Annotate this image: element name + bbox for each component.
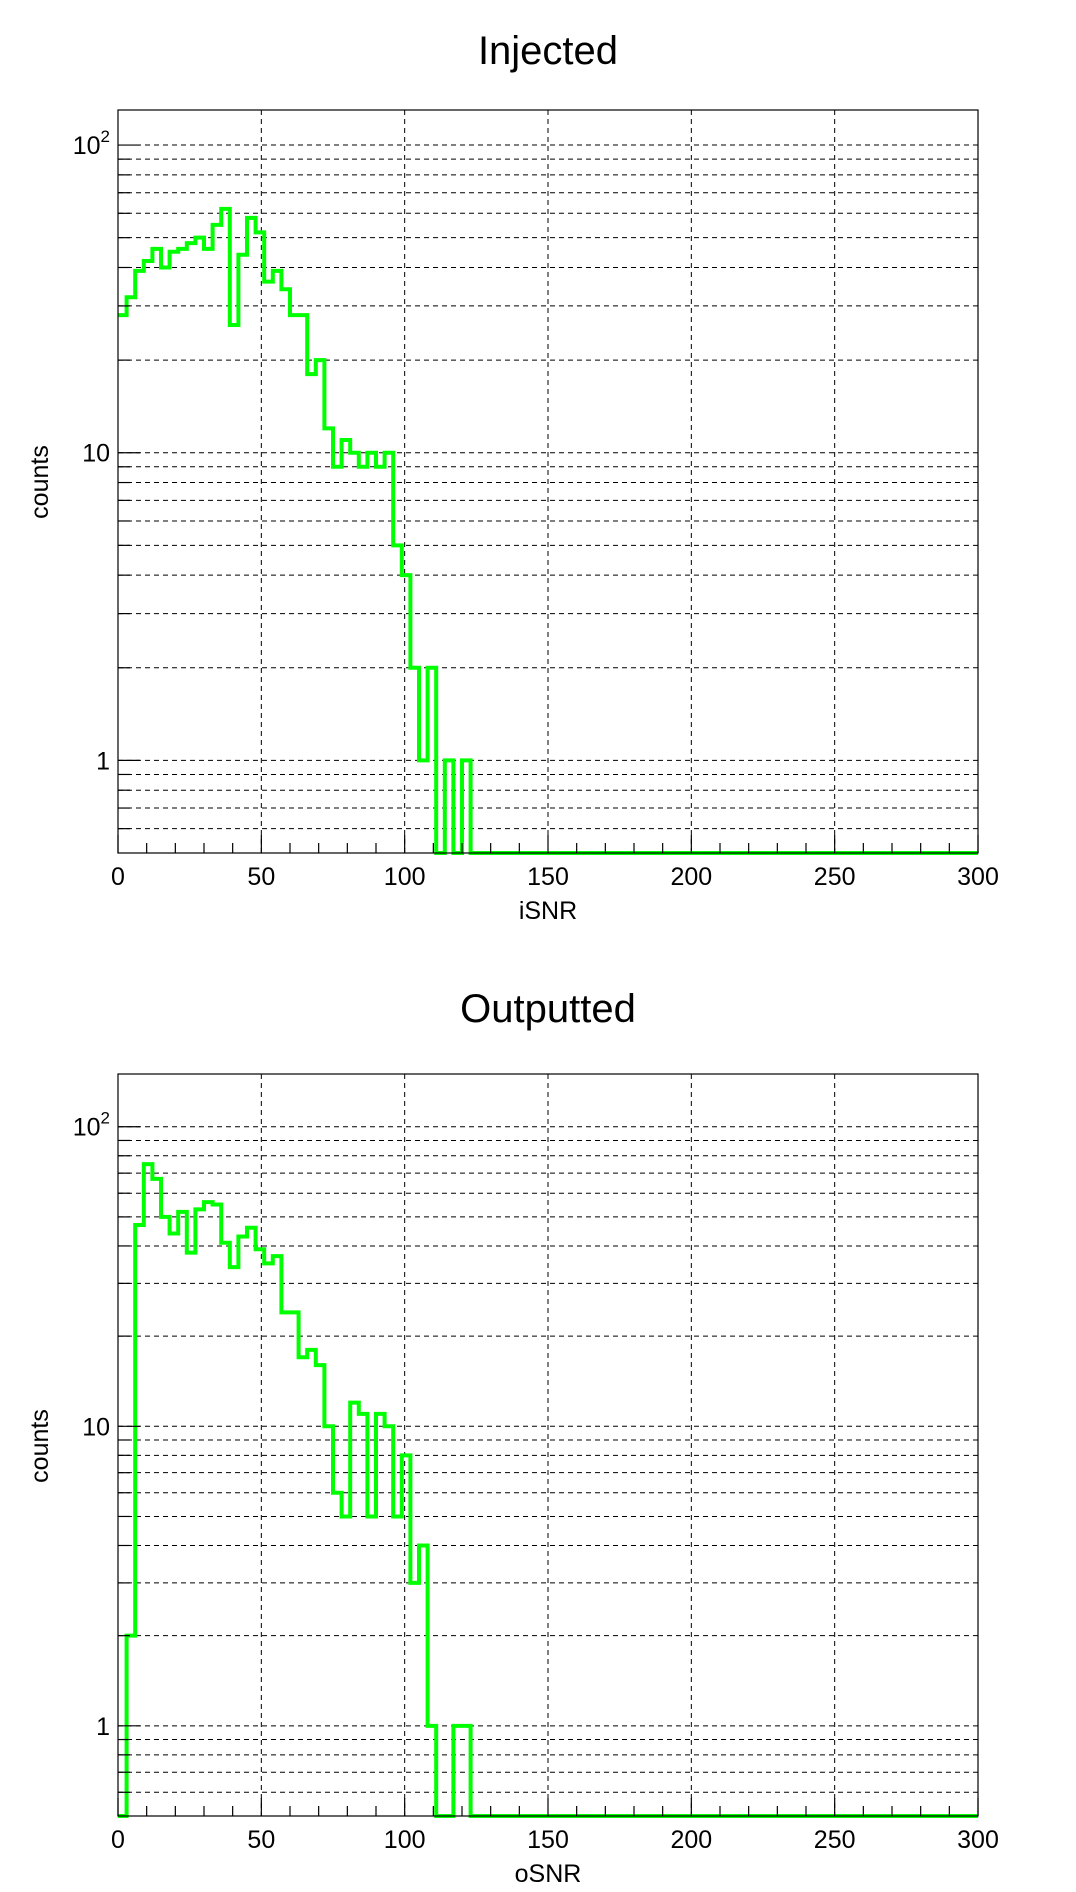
x-tick-label: 100	[384, 1826, 426, 1854]
y-tick-label: 10	[82, 440, 110, 468]
histogram-series	[118, 1162, 978, 1818]
histogram-series	[118, 206, 978, 855]
x-tick-label: 300	[957, 863, 999, 891]
x-axis-label: oSNR	[515, 1860, 582, 1888]
y-tick-label: 102	[73, 127, 110, 160]
tick-labels: 0 50 100 150 200 250 300 1 10 102	[73, 127, 999, 891]
y-tick-label: 10	[82, 1413, 110, 1441]
y-axis-label: counts	[26, 1409, 54, 1483]
x-tick-label: 250	[814, 1826, 856, 1854]
axis-ticks	[117, 144, 979, 853]
y-tick-label: 1	[96, 1713, 110, 1741]
x-tick-label: 50	[247, 1826, 275, 1854]
x-tick-label: 0	[111, 863, 125, 891]
x-tick-label: 200	[670, 1826, 712, 1854]
grid	[118, 1074, 978, 1816]
grid	[118, 110, 978, 853]
injected-chart: Injected 0 50 100 150 200 250 300 1 10 102 iSNR c…	[26, 29, 999, 925]
tick-labels: 0 50 100 150 200 250 300 1 10 102	[73, 1109, 999, 1854]
x-tick-label: 300	[957, 1826, 999, 1854]
chart-title: Injected	[478, 29, 618, 73]
x-tick-label: 250	[814, 863, 856, 891]
x-axis-label: iSNR	[519, 897, 577, 925]
x-tick-label: 0	[111, 1826, 125, 1854]
y-tick-label: 1	[96, 747, 110, 775]
x-tick-label: 150	[527, 1826, 569, 1854]
x-tick-label: 100	[384, 863, 426, 891]
histogram-step-line	[118, 206, 978, 855]
x-tick-label: 200	[670, 863, 712, 891]
axis-ticks	[117, 1126, 979, 1816]
y-axis-label: counts	[26, 445, 54, 519]
chart-title: Outputted	[460, 987, 636, 1031]
x-tick-label: 50	[247, 863, 275, 891]
x-tick-label: 150	[527, 863, 569, 891]
y-tick-label: 102	[73, 1109, 110, 1142]
histogram-step-line	[118, 1162, 978, 1818]
